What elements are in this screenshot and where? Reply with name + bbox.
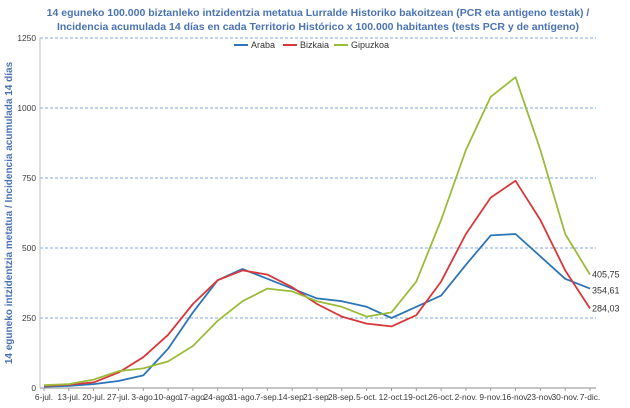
x-tick-label: 17-ago. [179, 392, 207, 402]
y-tick-label: 500 [22, 243, 36, 253]
end-label-gipuzkoa: 405,75 [592, 270, 620, 280]
series-lines [43, 76, 591, 388]
series-line-araba [43, 233, 591, 388]
end-label-bizkaia: 284,03 [592, 303, 620, 313]
legend: Araba Bizkaia Gipuzkoa [234, 40, 389, 50]
y-tick-label: 750 [22, 173, 36, 183]
x-axis-ticks: 6-jul. 13-jul. 20-jul. 27-jul. 3-ago.10-ago.… [35, 388, 600, 402]
x-tick-label: 19-oct. [403, 392, 429, 402]
x-tick-label: 12-oct. [379, 392, 405, 402]
x-tick-label: 3-ago. [131, 392, 155, 402]
x-tick-label: 5-oct. [356, 392, 377, 402]
series-line-bizkaia [43, 179, 591, 387]
x-tick-label: 26-oct. [428, 392, 454, 402]
x-tick-label: 20-jul. [82, 392, 105, 402]
end-labels: 405,75 354,61 284,03 [592, 270, 620, 314]
x-tick-label: 27-jul. [107, 392, 130, 402]
x-tick-label: 16-nov. [502, 392, 529, 402]
x-tick-label: 7-sep. [256, 392, 279, 402]
x-tick-label: 30-nov. [552, 392, 579, 402]
grid-lines [40, 37, 596, 319]
x-tick-label: 14-sep. [278, 392, 306, 402]
y-tick-label: 1000 [17, 103, 36, 113]
x-tick-label: 7-dic. [580, 392, 600, 402]
x-tick-label: 9-nov. [479, 392, 502, 402]
y-tick-label: 0 [31, 383, 36, 393]
chart-title-line-2: Incidencia acumulada 14 días en cada Ter… [57, 21, 579, 33]
y-axis-ticks: 0 250 500 750 1000 1250 [17, 33, 36, 393]
end-label-araba: 354,61 [592, 286, 620, 296]
chart-title-line-1: 14 eguneko 100.000 biztanleko intzidentz… [47, 7, 590, 19]
x-tick-label: 24-ago. [204, 392, 232, 402]
x-tick-label: 10-ago. [154, 392, 182, 402]
y-axis-label: 14 eguneko intzidentzia metatua / Incide… [4, 61, 15, 364]
x-tick-label: 31-ago. [228, 392, 256, 402]
legend-label-gipuzkoa: Gipuzkoa [351, 40, 389, 50]
y-tick-label: 250 [22, 313, 36, 323]
x-tick-label: 23-nov. [527, 392, 554, 402]
x-tick-label: 13-jul. [57, 392, 80, 402]
legend-label-bizkaia: Bizkaia [300, 40, 329, 50]
series-line-gipuzkoa [43, 76, 591, 387]
y-tick-label: 1250 [17, 33, 36, 43]
x-tick-label: 21-sep. [303, 392, 331, 402]
legend-label-araba: Araba [251, 40, 275, 50]
x-tick-label: 2-nov. [455, 392, 478, 402]
x-tick-label: 6-jul. [35, 392, 53, 402]
x-tick-label: 28-sep. [328, 392, 356, 402]
